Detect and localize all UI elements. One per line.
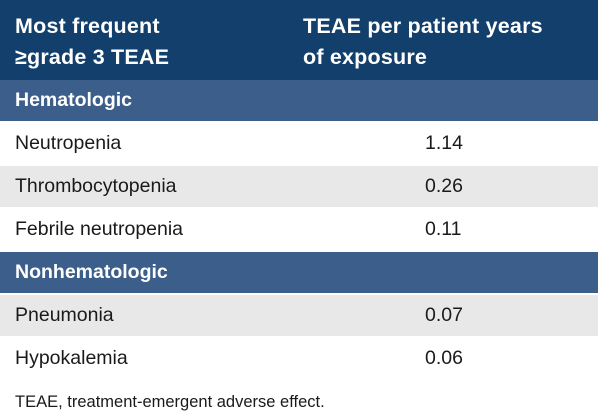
group-header-nonhematologic: Nonhematologic — [0, 252, 598, 295]
table-row: Pneumonia 0.07 — [0, 295, 598, 338]
row-event-value: 0.11 — [425, 218, 462, 240]
teae-table: Most frequent ≥grade 3 TEAE TEAE per pat… — [0, 0, 598, 381]
table-row: Neutropenia 1.14 — [0, 123, 598, 166]
row-event-name: Neutropenia — [15, 132, 122, 154]
table-row: Febrile neutropenia 0.11 — [0, 209, 598, 252]
header-rate-line1: TEAE per patient years — [303, 14, 543, 38]
row-event-value: 1.14 — [425, 132, 463, 154]
table-footnote: TEAE, treatment-emergent adverse effect. — [15, 393, 325, 411]
header-event-line2: ≥grade 3 TEAE — [15, 45, 170, 69]
row-event-value: 0.06 — [425, 347, 463, 369]
row-event-value: 0.26 — [425, 175, 463, 197]
row-event-name: Thrombocytopenia — [15, 175, 177, 197]
header-cell-rate: TEAE per patient years of exposure — [296, 0, 598, 80]
group-header-hematologic: Hematologic — [0, 80, 598, 123]
row-event-value: 0.07 — [425, 304, 463, 326]
table-header: Most frequent ≥grade 3 TEAE TEAE per pat… — [0, 0, 598, 80]
row-event-name: Febrile neutropenia — [15, 218, 184, 240]
header-event-line1: Most frequent — [15, 14, 160, 38]
row-event-name: Hypokalemia — [15, 347, 128, 369]
table-row: Hypokalemia 0.06 — [0, 338, 598, 381]
row-event-name: Pneumonia — [15, 304, 114, 326]
header-rate-line2: of exposure — [303, 45, 428, 69]
header-cell-event: Most frequent ≥grade 3 TEAE — [0, 0, 296, 80]
table-row: Thrombocytopenia 0.26 — [0, 166, 598, 209]
